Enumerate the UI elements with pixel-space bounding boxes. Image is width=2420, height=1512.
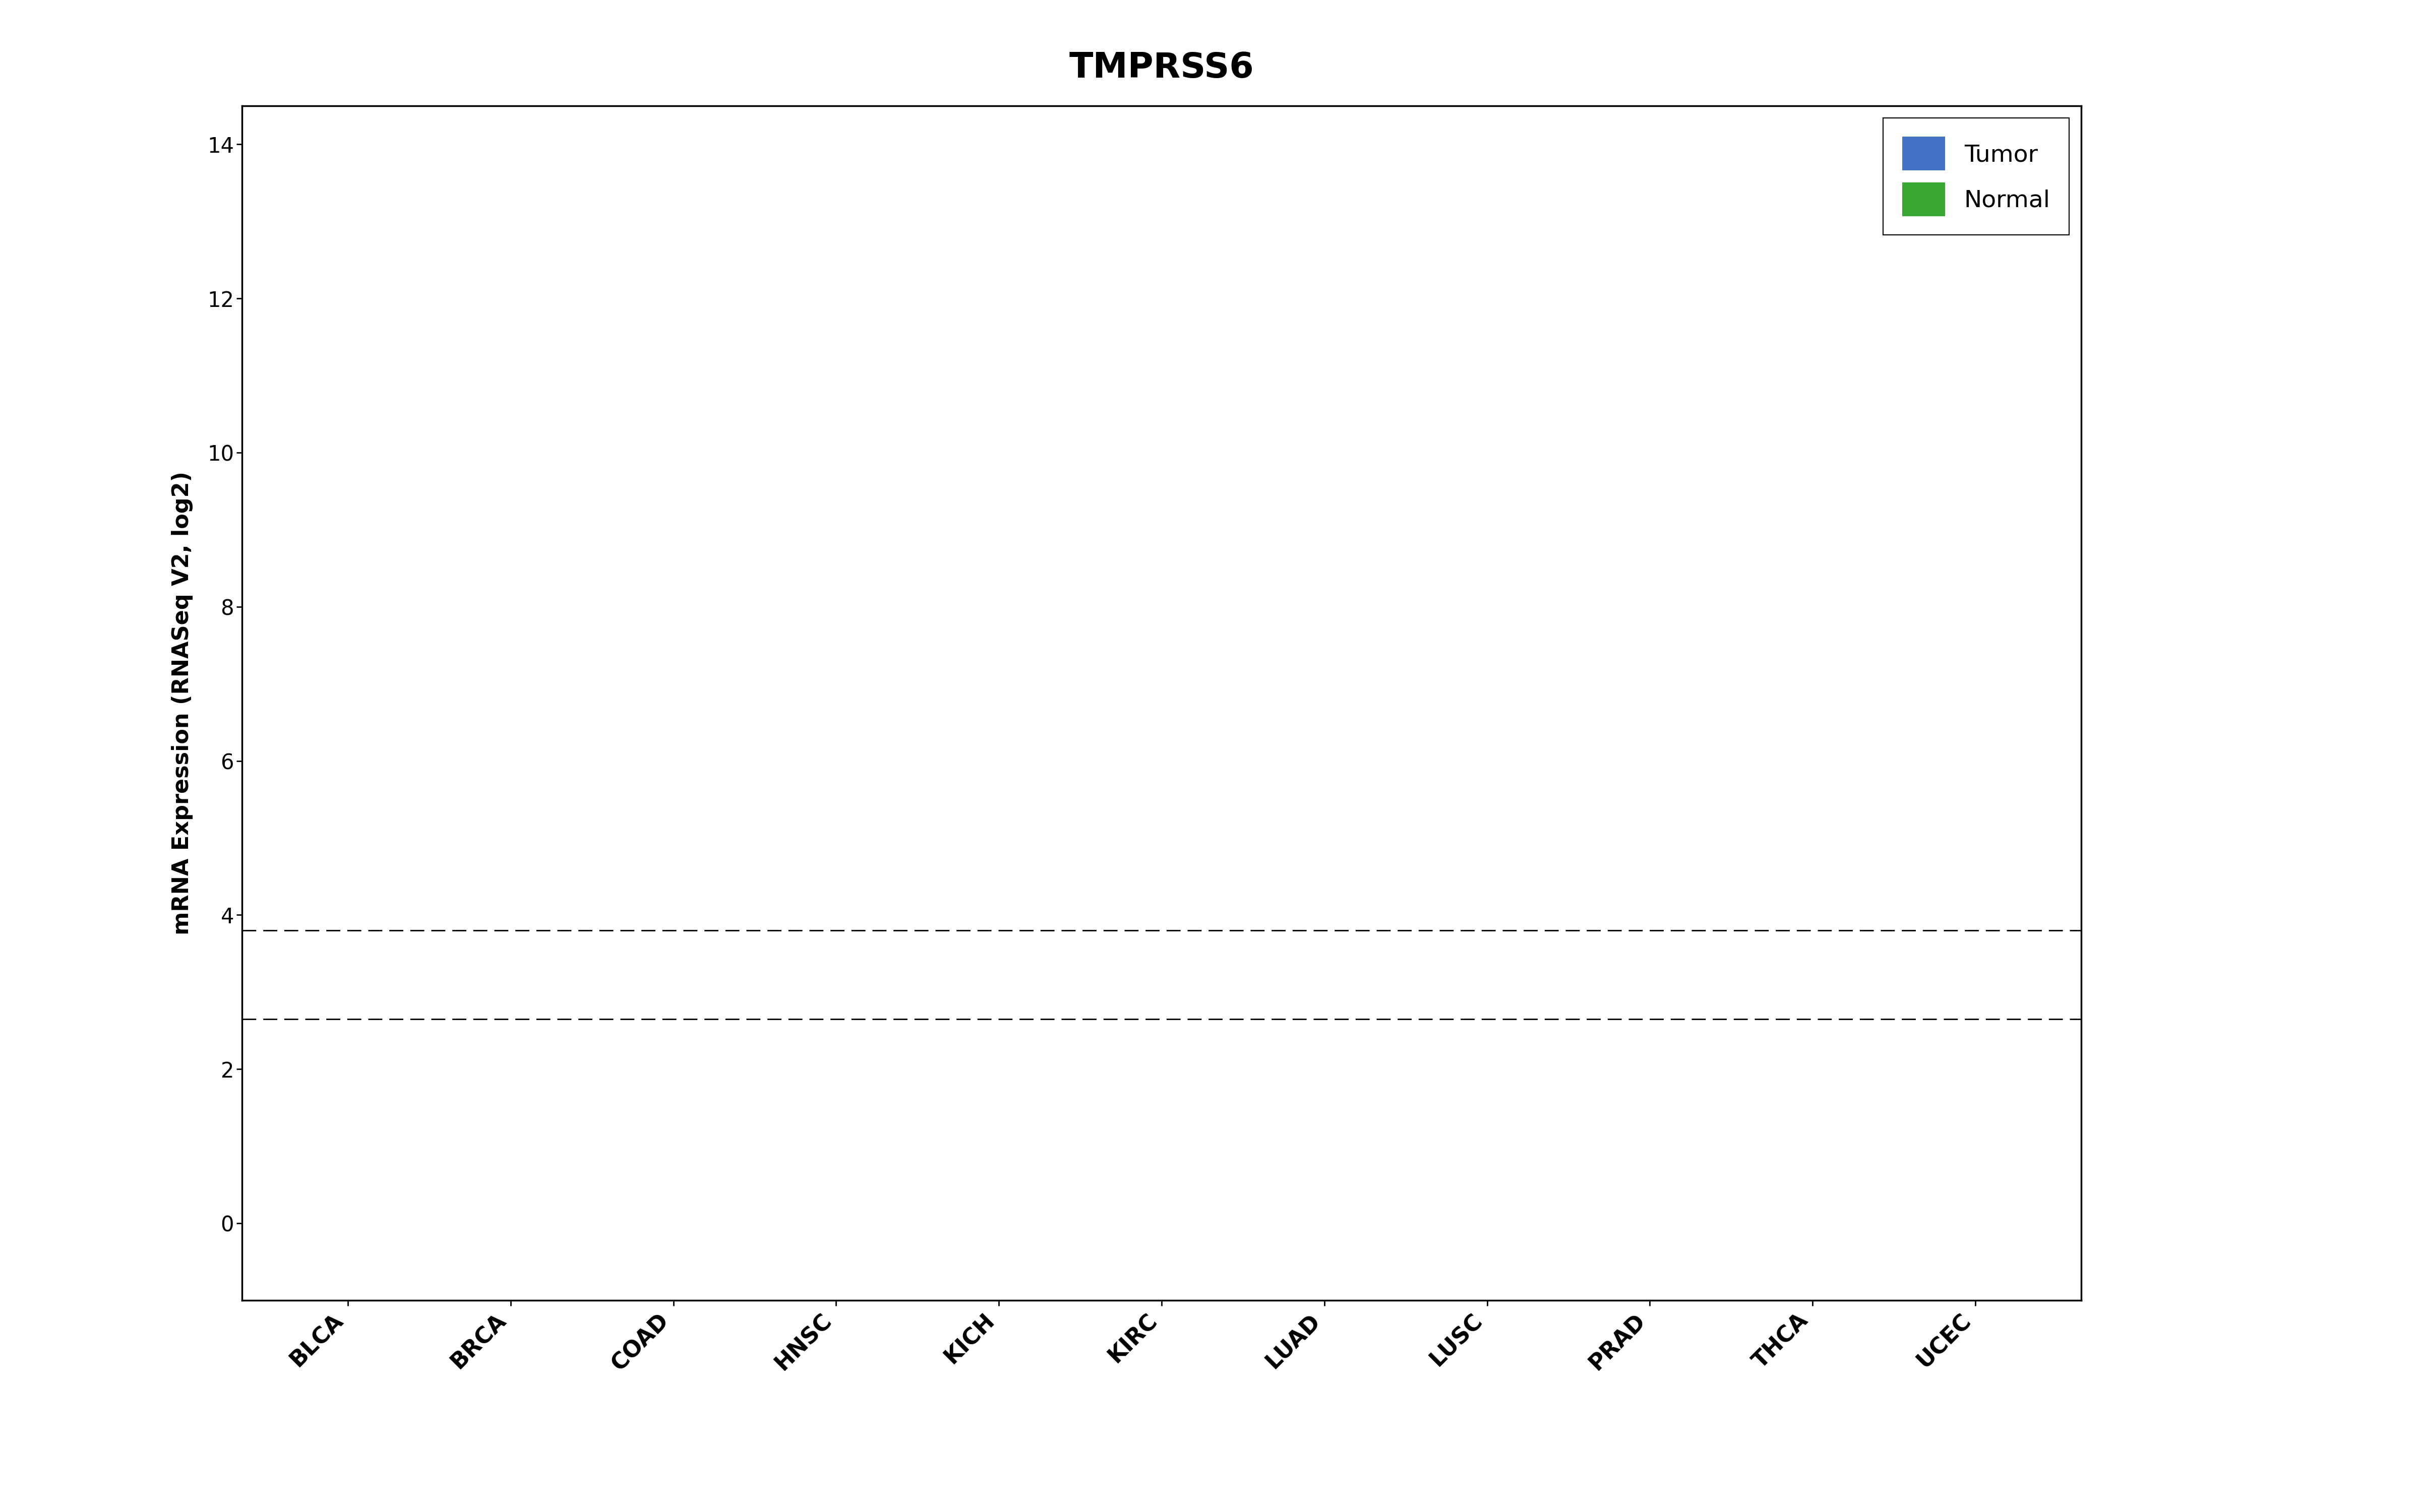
Y-axis label: mRNA Expression (RNASeq V2, log2): mRNA Expression (RNASeq V2, log2): [172, 472, 194, 934]
Title: TMPRSS6: TMPRSS6: [1070, 51, 1254, 85]
Legend: Tumor, Normal: Tumor, Normal: [1883, 118, 2069, 234]
